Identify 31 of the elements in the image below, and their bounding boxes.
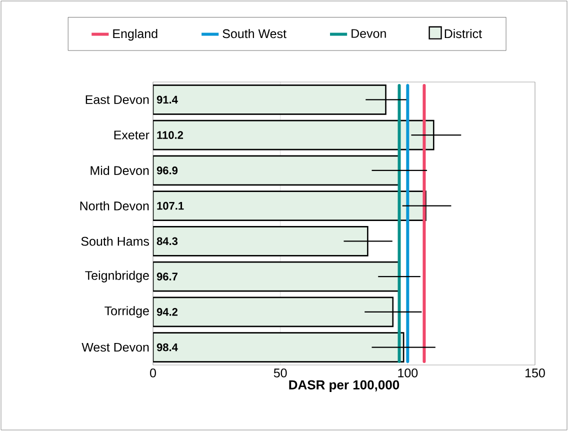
- bar: [153, 261, 400, 292]
- y-tick-label: North Devon: [80, 201, 149, 210]
- y-tick-label: East Devon: [86, 95, 149, 104]
- x-tick-label: 100: [398, 368, 418, 378]
- data-label: 84.3: [156, 237, 178, 246]
- legend-label: Devon: [352, 29, 386, 38]
- y-tick-label: Teignbridge: [85, 270, 149, 282]
- legend-label: District: [444, 28, 482, 38]
- data-label: 107.1: [157, 202, 184, 210]
- x-tick-label: 150: [526, 368, 545, 378]
- data-label: 96.9: [156, 166, 178, 174]
- data-label: 98.4: [156, 343, 178, 352]
- legend-label: England: [113, 28, 158, 41]
- data-label: 110.2: [157, 131, 184, 139]
- bar: [153, 296, 394, 328]
- bar: [153, 84, 386, 115]
- data-label: 96.7: [156, 272, 178, 280]
- y-tick-label: Mid Devon: [90, 166, 149, 176]
- x-tick-label: 50: [274, 368, 287, 378]
- y-tick-label: Exeter: [114, 130, 150, 140]
- legend-label: South West: [222, 28, 286, 38]
- bar: [153, 120, 434, 150]
- x-tick-label: 0: [150, 368, 156, 378]
- data-label: 91.4: [156, 96, 178, 104]
- x-axis-title: DASR per 100,000: [289, 380, 400, 392]
- bar: [153, 332, 404, 362]
- y-tick-label: Torridge: [104, 306, 149, 318]
- y-tick-label: South Hams: [81, 236, 150, 246]
- data-label: 94.2: [156, 308, 178, 316]
- y-tick-label: West Devon: [82, 342, 149, 352]
- bar: [153, 226, 368, 256]
